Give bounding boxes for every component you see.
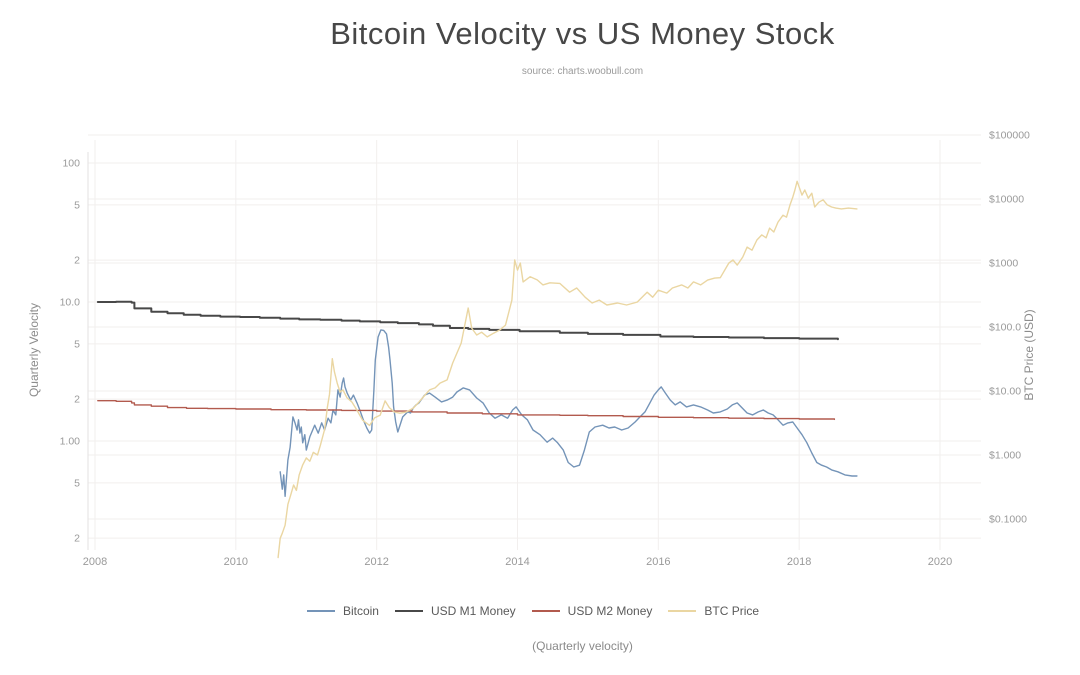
right-tick-label: $10000	[989, 194, 1024, 206]
legend-swatch-icon	[531, 610, 560, 612]
legend-label: USD M1 Money	[430, 604, 516, 618]
series-line-usd-m2-money	[97, 400, 836, 421]
left-tick-label: 2	[74, 255, 80, 267]
x-tick-label: 2008	[83, 556, 107, 568]
right-tick-label: $100.0	[989, 322, 1021, 334]
right-tick-label: $1.000	[989, 450, 1021, 462]
series-line-btc-price	[277, 180, 858, 559]
legend-item-bitcoin[interactable]: Bitcoin	[306, 604, 379, 618]
legend-item-btc-price[interactable]: BTC Price	[668, 604, 759, 618]
right-tick-label: $1000	[989, 258, 1018, 270]
left-tick-label: 1.00	[60, 436, 81, 448]
x-tick-label: 2020	[928, 556, 952, 568]
legend-swatch-icon	[394, 610, 423, 612]
right-tick-label: $10.00	[989, 386, 1021, 398]
left-tick-label: 2	[74, 394, 80, 406]
x-tick-label: 2014	[505, 556, 529, 568]
page-title: Bitcoin Velocity vs US Money Stock	[330, 16, 835, 51]
x-tick-label: 2010	[224, 556, 248, 568]
legend-label: BTC Price	[704, 604, 760, 618]
chart-caption: (Quarterly velocity)	[532, 639, 633, 653]
left-tick-label: 5	[74, 199, 80, 211]
chart-source-subtitle: source: charts.woobull.com	[521, 66, 644, 77]
right-tick-label: $0.1000	[989, 514, 1027, 526]
chart-legend: Bitcoin USD M1 Money USD M2 Money BTC Price	[0, 604, 1080, 618]
x-tick-label: 2012	[364, 556, 388, 568]
series-line-bitcoin	[279, 329, 858, 497]
legend-label: Bitcoin	[342, 604, 379, 618]
left-tick-label: 10.0	[60, 297, 81, 309]
left-tick-label: 2	[74, 533, 80, 545]
left-tick-label: 5	[74, 477, 80, 489]
right-tick-label: $100000	[989, 130, 1030, 142]
left-tick-label: 100	[62, 158, 80, 170]
x-tick-label: 2018	[787, 556, 811, 568]
series-line-usd-m1-money	[96, 300, 839, 341]
legend-item-usd-m1-money[interactable]: USD M1 Money	[394, 604, 516, 618]
legend-swatch-icon	[306, 610, 335, 612]
left-tick-label: 5	[74, 338, 80, 350]
legend-item-usd-m2-money[interactable]: USD M2 Money	[531, 604, 653, 618]
legend-label: USD M2 Money	[567, 604, 653, 618]
legend-swatch-icon	[668, 610, 697, 612]
x-tick-label: 2016	[646, 556, 670, 568]
